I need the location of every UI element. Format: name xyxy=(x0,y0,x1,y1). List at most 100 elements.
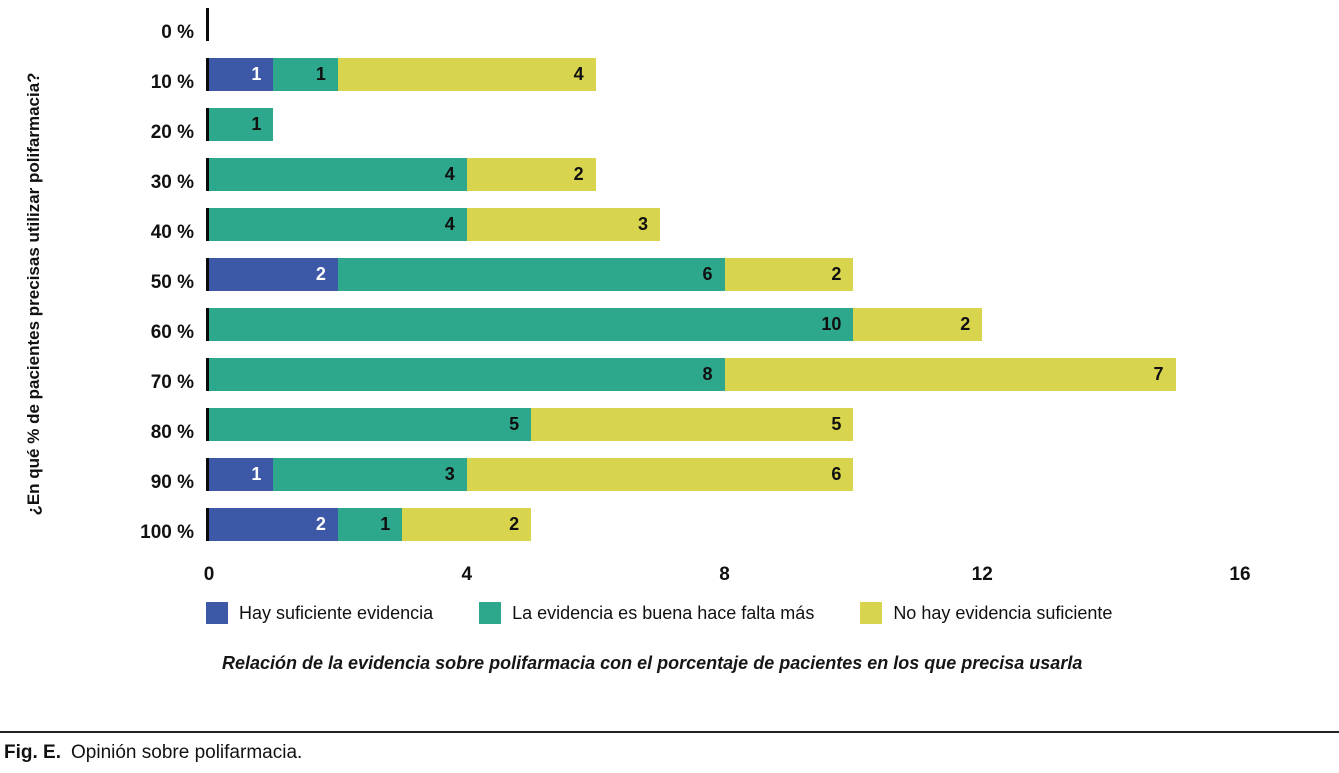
chart-row: 40 % 4 3 xyxy=(0,208,1240,258)
x-tick-label: 8 xyxy=(719,564,730,585)
bar-value-label: 4 xyxy=(573,64,584,84)
category-label: 40 % xyxy=(150,222,194,243)
bar-segment: 1 xyxy=(337,508,403,541)
chart-row: 10 % 1 1 4 xyxy=(0,58,1240,108)
bar-value-label: 1 xyxy=(251,464,262,484)
chart-row: 50 % 2 6 2 xyxy=(0,258,1240,308)
legend-label: No hay evidencia suficiente xyxy=(893,602,1113,623)
bar-value-label: 4 xyxy=(444,164,455,184)
bar-segment: 6 xyxy=(466,458,854,491)
chart-row: 0 % xyxy=(0,8,1240,58)
bar-segment: 5 xyxy=(209,408,532,441)
bar-track xyxy=(206,8,1240,41)
chart-rows: 0 % 10 % 1 1 4 20 % 1 30 % 4 2 40 % 4 3 50 % 2 6 2 60 % 10… xyxy=(0,8,1240,558)
figure-text: Opinión sobre polifarmacia. xyxy=(71,742,303,763)
bar-segment: 1 xyxy=(209,458,274,491)
bar-segment: 7 xyxy=(724,358,1176,391)
chart-row: 20 % 1 xyxy=(0,108,1240,158)
bar-segment: 1 xyxy=(273,58,338,91)
bar-segment: 2 xyxy=(853,308,983,341)
category-label: 70 % xyxy=(150,372,194,393)
bar-value-label: 3 xyxy=(444,464,455,484)
bar-track: 2 1 2 xyxy=(206,508,1240,541)
bar-segment: 4 xyxy=(337,58,596,91)
bar-value-label: 7 xyxy=(1153,364,1164,384)
legend-label: La evidencia es buena hace falta más xyxy=(512,602,815,623)
legend-swatch xyxy=(860,602,883,624)
category-label: 0 % xyxy=(161,22,194,43)
bar-value-label: 4 xyxy=(444,214,455,234)
bar-value-label: 5 xyxy=(509,414,520,434)
category-label: 100 % xyxy=(140,522,194,543)
figure-caption: Fig. E. Opinión sobre polifarmacia. xyxy=(4,742,302,764)
bar-segment: 2 xyxy=(466,158,596,191)
chart-row: 100 % 2 1 2 xyxy=(0,508,1240,558)
bar-value-label: 6 xyxy=(831,464,842,484)
bar-segment: 4 xyxy=(209,208,467,241)
bar-track: 1 1 4 xyxy=(206,58,1240,91)
bar-value-label: 10 xyxy=(821,314,842,334)
figure-label: Fig. E. xyxy=(4,742,61,763)
bar-value-label: 5 xyxy=(831,414,842,434)
category-label: 20 % xyxy=(150,122,194,143)
bar-value-label: 8 xyxy=(702,364,713,384)
bar-track: 1 xyxy=(206,108,1240,141)
bar-value-label: 1 xyxy=(251,114,262,134)
bar-segment: 5 xyxy=(531,408,854,441)
category-label: 10 % xyxy=(150,72,194,93)
bar-value-label: 1 xyxy=(251,64,262,84)
stacked-bar-chart: ¿En qué % de pacientes precisas utilizar… xyxy=(0,8,1251,676)
category-label: 60 % xyxy=(150,322,194,343)
bar-value-label: 3 xyxy=(638,214,649,234)
bar-segment: 8 xyxy=(209,358,725,391)
bar-segment: 6 xyxy=(337,258,725,291)
bar-segment: 2 xyxy=(724,258,854,291)
category-label: 90 % xyxy=(150,472,194,493)
category-label: 80 % xyxy=(150,422,194,443)
chart-row: 80 % 5 5 xyxy=(0,408,1240,458)
bar-segment: 3 xyxy=(466,208,661,241)
x-tick-label: 16 xyxy=(1229,564,1251,585)
bar-track: 1 3 6 xyxy=(206,458,1240,491)
bar-track: 10 2 xyxy=(206,308,1240,341)
bar-segment: 1 xyxy=(209,108,274,141)
bar-segment: 2 xyxy=(209,508,338,541)
bar-value-label: 1 xyxy=(380,514,391,534)
x-tick-label: 0 xyxy=(203,564,215,585)
bar-value-label: 2 xyxy=(831,264,842,284)
bar-value-label: 2 xyxy=(315,514,326,534)
legend-swatch xyxy=(479,602,502,624)
x-tick-label: 12 xyxy=(971,564,993,585)
legend-item: Hay suficiente evidencia xyxy=(206,602,433,624)
bar-value-label: 2 xyxy=(573,164,584,184)
bar-value-label: 2 xyxy=(960,314,971,334)
x-axis: 0 4 8 12 16 xyxy=(204,564,1251,594)
bar-value-label: 6 xyxy=(702,264,713,284)
chart-row: 30 % 4 2 xyxy=(0,158,1240,208)
chart-row: 90 % 1 3 6 xyxy=(0,458,1240,508)
bar-segment: 3 xyxy=(273,458,467,491)
y-axis-title: ¿En qué % de pacientes precisas utilizar… xyxy=(24,72,43,516)
category-label: 30 % xyxy=(150,172,194,193)
legend-item: No hay evidencia suficiente xyxy=(860,602,1112,624)
bar-segment: 10 xyxy=(209,308,854,341)
legend-label: Hay suficiente evidencia xyxy=(239,602,434,623)
bar-value-label: 1 xyxy=(315,64,326,84)
legend-item: La evidencia es buena hace falta más xyxy=(479,602,814,624)
bar-track: 2 6 2 xyxy=(206,258,1240,291)
bar-value-label: 2 xyxy=(509,514,520,534)
bar-segment: 2 xyxy=(402,508,532,541)
bar-segment: 2 xyxy=(209,258,338,291)
figure-divider xyxy=(0,731,1339,733)
legend: Hay suficiente evidencia La evidencia es … xyxy=(206,602,1240,624)
x-tick-label: 4 xyxy=(461,564,473,585)
bar-segment: 4 xyxy=(209,158,467,191)
bar-segment: 1 xyxy=(209,58,274,91)
bar-value-label: 2 xyxy=(315,264,326,284)
category-label: 50 % xyxy=(150,272,194,293)
